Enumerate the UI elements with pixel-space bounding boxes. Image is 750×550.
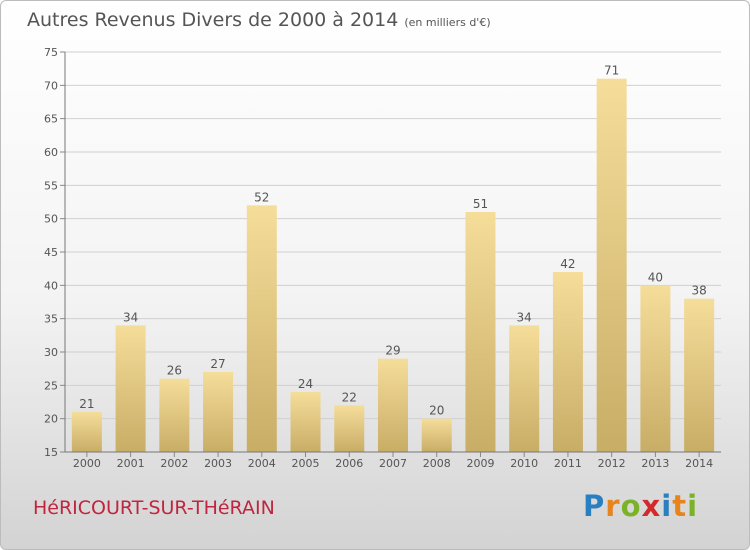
bar-2013 bbox=[640, 285, 671, 452]
x-tick-label: 2009 bbox=[466, 457, 494, 470]
bar-2000 bbox=[71, 412, 102, 452]
bar-2007 bbox=[378, 358, 408, 452]
y-tick-label: 65 bbox=[44, 113, 58, 126]
bar-2002 bbox=[159, 378, 190, 452]
x-tick-label: 2008 bbox=[423, 457, 451, 470]
x-tick-label: 2002 bbox=[160, 457, 188, 470]
axes: 15 20 25 30 35 40 45 50 55 60 65 70 75 2000 2001 2002 20… bbox=[44, 46, 721, 470]
y-tick-label: 35 bbox=[44, 313, 58, 326]
data-label: 27 bbox=[210, 357, 225, 371]
y-tick-label: 55 bbox=[44, 179, 58, 192]
logo-letter: i bbox=[687, 489, 699, 523]
bar-2010 bbox=[509, 325, 540, 452]
bar-2012 bbox=[596, 78, 627, 453]
bar-2001 bbox=[115, 325, 146, 452]
chart-subtitle: (en milliers d'€) bbox=[404, 16, 491, 29]
x-tick-label: 2012 bbox=[598, 457, 626, 470]
title-row: Autres Revenus Divers de 2000 à 2014 (en … bbox=[27, 9, 491, 31]
y-tick-label: 45 bbox=[44, 246, 58, 259]
bar-2014 bbox=[684, 298, 715, 452]
x-tick-label: 2010 bbox=[510, 457, 538, 470]
y-tick-label: 75 bbox=[44, 46, 58, 59]
x-tick-label: 2000 bbox=[73, 457, 101, 470]
data-label: 38 bbox=[691, 284, 706, 298]
logo-letter: r bbox=[605, 489, 621, 523]
data-label: 71 bbox=[604, 64, 619, 78]
y-tick-label: 30 bbox=[44, 346, 58, 359]
data-label: 34 bbox=[123, 310, 138, 324]
y-tick-label: 50 bbox=[44, 213, 58, 226]
x-tick-label: 2011 bbox=[554, 457, 582, 470]
data-label: 52 bbox=[254, 190, 269, 204]
data-label: 21 bbox=[79, 397, 94, 411]
x-tick-label: 2003 bbox=[204, 457, 232, 470]
x-tick-label: 2005 bbox=[292, 457, 320, 470]
y-tick-label: 70 bbox=[44, 79, 58, 92]
y-tick-label: 15 bbox=[44, 446, 58, 459]
data-label: 34 bbox=[517, 310, 532, 324]
x-tick-label: 2013 bbox=[641, 457, 669, 470]
y-tick-label: 40 bbox=[44, 279, 58, 292]
logo-letter: x bbox=[641, 489, 662, 523]
data-label: 20 bbox=[429, 404, 444, 418]
bar-2008 bbox=[421, 418, 452, 452]
x-tick-label: 2001 bbox=[117, 457, 145, 470]
x-tick-label: 2014 bbox=[685, 457, 713, 470]
data-label: 29 bbox=[385, 344, 400, 358]
data-label: 40 bbox=[648, 270, 663, 284]
bar-2009 bbox=[465, 212, 496, 452]
bar-2005 bbox=[290, 392, 321, 452]
chart-title: Autres Revenus Divers de 2000 à 2014 bbox=[27, 9, 399, 31]
bars: 21 34 26 27 52 24 22 29 20 51 34 42 71 40 38 bbox=[71, 64, 715, 453]
bar-2003 bbox=[203, 372, 234, 452]
logo-letter: P bbox=[583, 489, 606, 523]
x-tick-label: 2004 bbox=[248, 457, 276, 470]
y-tick-label: 25 bbox=[44, 379, 58, 392]
y-tick-label: 20 bbox=[44, 413, 58, 426]
bar-2006 bbox=[334, 405, 365, 452]
logo-letter: i bbox=[661, 489, 673, 523]
data-label: 24 bbox=[298, 377, 313, 391]
data-label: 51 bbox=[473, 197, 488, 211]
x-tick-label: 2006 bbox=[335, 457, 363, 470]
logo-letter: t bbox=[672, 489, 688, 523]
bar-2004 bbox=[246, 205, 277, 452]
logo-letter: o bbox=[620, 489, 642, 523]
bar-2011 bbox=[552, 272, 583, 452]
x-tick-label: 2007 bbox=[379, 457, 407, 470]
y-tick-label: 60 bbox=[44, 146, 58, 159]
data-label: 26 bbox=[167, 364, 182, 378]
data-label: 22 bbox=[342, 390, 357, 404]
proxiti-logo: Proxiti bbox=[583, 489, 698, 523]
data-label: 42 bbox=[560, 257, 575, 271]
town-name: HéRICOURT-SUR-THéRAIN bbox=[33, 497, 275, 519]
